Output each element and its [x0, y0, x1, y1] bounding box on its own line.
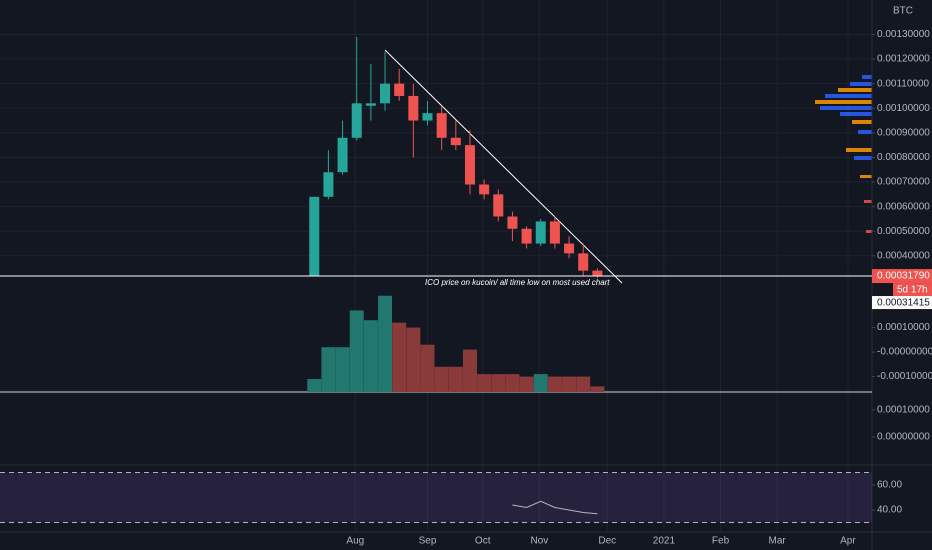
candle-body — [592, 270, 603, 276]
candle-body — [535, 221, 546, 244]
candle-body — [464, 145, 475, 185]
histogram-bar — [378, 295, 393, 392]
histogram-bar — [307, 379, 322, 392]
histogram-bar — [321, 347, 336, 392]
histogram-bar — [519, 376, 534, 392]
histogram-bar — [434, 366, 449, 392]
x-tick-label: Apr — [840, 536, 856, 547]
candle-body — [380, 83, 391, 104]
histogram-bar — [576, 376, 591, 392]
histogram-bar — [363, 320, 378, 392]
marker-box — [872, 296, 932, 310]
y-tick-label: 0.00120000 — [877, 54, 930, 65]
rsi-line — [512, 500, 598, 515]
candle-body — [394, 83, 405, 96]
annotation: ICO price on kucoin/ all time low on mos… — [425, 278, 610, 287]
candle-body — [408, 95, 419, 121]
y-tick-label: 40.00 — [877, 505, 902, 516]
y-tick-label: 0.00130000 — [877, 29, 930, 40]
x-tick-label: 2021 — [653, 536, 676, 547]
histogram-bar — [420, 344, 435, 392]
y-tick-label: 0.00100000 — [877, 103, 930, 114]
y-tick-label: 0.00080000 — [877, 152, 930, 163]
candle-body — [479, 184, 490, 195]
candle-body — [436, 113, 447, 138]
candle-body — [578, 253, 589, 271]
band-fill — [0, 472, 872, 523]
histogram-bar — [462, 349, 477, 392]
candle-body — [549, 221, 560, 244]
candle-body — [351, 103, 362, 138]
candle-body — [564, 243, 575, 254]
y-tick-label: 0.00060000 — [877, 201, 930, 212]
candle-body — [323, 172, 334, 197]
histogram-bar — [477, 374, 492, 392]
histogram-bar — [562, 376, 577, 392]
histogram-bar — [448, 366, 463, 392]
histogram-bar — [406, 327, 421, 392]
histogram-bar — [547, 376, 562, 392]
candle-body — [507, 216, 518, 229]
candle-body — [309, 196, 320, 276]
x-tick-label: Sep — [419, 536, 437, 547]
candle-body — [365, 103, 376, 106]
x-tick-label: Aug — [346, 536, 364, 547]
price-label: 0.00031790 — [877, 271, 930, 282]
x-tick-label: Mar — [769, 536, 787, 547]
x-tick-label: Oct — [475, 536, 491, 547]
candle-body — [521, 228, 532, 244]
y-tick-label: 0.00050000 — [877, 226, 930, 237]
histogram-bar — [392, 322, 407, 392]
price-box — [872, 269, 932, 284]
y-tick-label: 0.00090000 — [877, 127, 930, 138]
candle-body — [422, 113, 433, 121]
histogram-bar — [590, 386, 605, 392]
y-tick-label: 0.00110000 — [877, 78, 930, 89]
x-tick-label: Dec — [598, 536, 616, 547]
histogram-bar — [335, 347, 350, 392]
y-tick-label: -0.00010000 — [877, 371, 932, 382]
y-tick-label: 0.00000000 — [877, 432, 930, 443]
candle-body — [493, 194, 504, 217]
histogram-bar — [533, 374, 548, 392]
countdown: 5d 17h — [897, 285, 928, 296]
histogram-bar — [349, 310, 364, 392]
histogram-bar — [505, 374, 520, 392]
y-tick-label: 0.00010000 — [877, 405, 930, 416]
y-tick-label: -0.00000000 — [877, 347, 932, 358]
candle-body — [450, 137, 461, 146]
currency-label: BTC — [893, 6, 913, 17]
y-tick-label: 0.00070000 — [877, 177, 930, 188]
marker-price: 0.00031415 — [877, 298, 930, 309]
histogram-bar — [491, 374, 506, 392]
candle-body — [337, 137, 348, 173]
trend-line — [384, 49, 623, 284]
x-tick-label: Nov — [530, 536, 548, 547]
x-tick-label: Feb — [712, 536, 730, 547]
y-tick-label: 0.00010000 — [877, 322, 930, 333]
countdown-box — [893, 283, 932, 297]
y-tick-label: 60.00 — [877, 480, 902, 491]
y-tick-label: 0.00040000 — [877, 250, 930, 261]
volume-profile — [815, 75, 872, 233]
